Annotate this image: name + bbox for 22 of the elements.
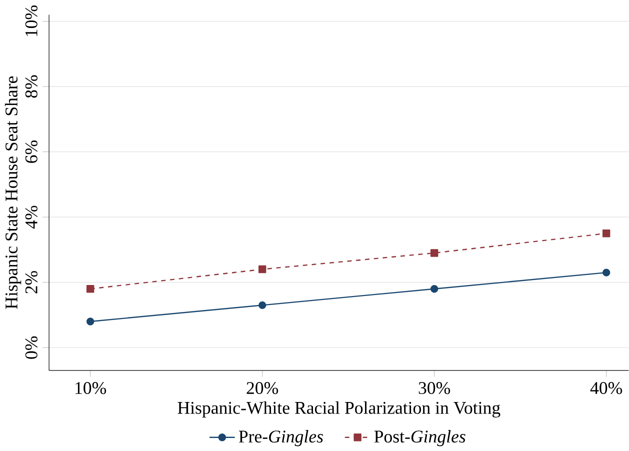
x-axis-title: Hispanic-White Racial Polarization in Voting <box>178 402 500 418</box>
point <box>258 302 266 310</box>
x-tick-label: 10% <box>76 382 106 394</box>
point <box>430 285 438 293</box>
legend-label: Pre-Gingles <box>238 430 323 446</box>
point <box>258 266 266 274</box>
legend-label: Post-Gingles <box>374 430 466 446</box>
point <box>86 285 94 293</box>
point <box>602 268 610 277</box>
y-tick-label: 2% <box>25 271 38 294</box>
point <box>430 249 438 258</box>
x-tick-label: 40% <box>590 382 622 394</box>
y-tick-label: 6% <box>25 140 38 164</box>
x-tick-label: 20% <box>246 382 278 394</box>
point <box>602 230 610 238</box>
x-tick-label: 30% <box>418 382 450 394</box>
y-tick-label: 0% <box>25 336 38 360</box>
point <box>86 318 94 326</box>
y-axis-title: Hispanic State House Seat Share <box>4 76 22 310</box>
y-tick-label: 8% <box>25 75 38 98</box>
y-tick-label: 4% <box>25 206 38 229</box>
y-tick-label: 10% <box>25 6 38 36</box>
